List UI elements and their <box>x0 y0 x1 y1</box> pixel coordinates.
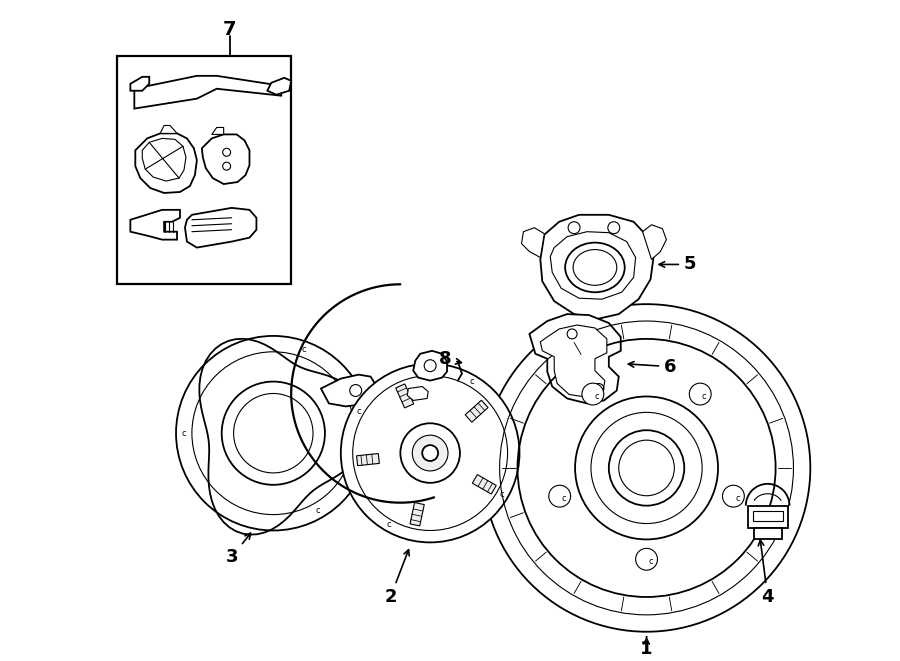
Text: c: c <box>595 391 599 401</box>
Circle shape <box>575 397 718 539</box>
Text: c: c <box>648 557 652 566</box>
Circle shape <box>608 430 684 506</box>
Polygon shape <box>356 453 379 465</box>
Text: c: c <box>182 429 186 438</box>
Circle shape <box>591 412 702 524</box>
Polygon shape <box>529 314 621 403</box>
Circle shape <box>635 549 658 570</box>
Text: 7: 7 <box>223 20 237 39</box>
Bar <box>748 506 788 527</box>
Polygon shape <box>321 375 375 407</box>
Polygon shape <box>200 339 368 535</box>
Polygon shape <box>142 138 186 181</box>
Text: c: c <box>316 506 320 515</box>
Text: c: c <box>735 494 740 502</box>
Text: c: c <box>302 345 306 354</box>
Text: 8: 8 <box>438 350 462 368</box>
Polygon shape <box>202 134 249 184</box>
Polygon shape <box>135 134 197 193</box>
Text: 4: 4 <box>759 540 774 606</box>
Polygon shape <box>185 208 256 248</box>
Polygon shape <box>408 387 428 401</box>
Text: c: c <box>469 377 473 386</box>
Circle shape <box>723 485 744 507</box>
Polygon shape <box>130 77 149 91</box>
Polygon shape <box>212 128 224 134</box>
Circle shape <box>400 423 460 483</box>
Circle shape <box>341 364 519 543</box>
Text: 1: 1 <box>640 637 652 658</box>
Polygon shape <box>396 384 414 408</box>
Text: 2: 2 <box>384 550 410 606</box>
Circle shape <box>582 383 604 405</box>
Polygon shape <box>540 325 607 397</box>
Bar <box>754 527 781 539</box>
Text: c: c <box>500 490 504 499</box>
Bar <box>118 56 292 284</box>
Circle shape <box>221 381 325 485</box>
Polygon shape <box>410 502 424 526</box>
Polygon shape <box>130 210 180 240</box>
Circle shape <box>482 304 810 632</box>
Polygon shape <box>521 228 544 258</box>
Circle shape <box>422 445 438 461</box>
Polygon shape <box>643 225 666 260</box>
Text: c: c <box>387 520 392 529</box>
Text: c: c <box>356 407 361 416</box>
Circle shape <box>689 383 711 405</box>
Polygon shape <box>413 351 447 381</box>
Polygon shape <box>472 475 496 494</box>
Polygon shape <box>134 76 281 108</box>
Circle shape <box>549 485 571 507</box>
Text: 6: 6 <box>628 358 677 375</box>
Text: 5: 5 <box>659 255 697 274</box>
Polygon shape <box>465 400 488 422</box>
Bar <box>752 511 782 521</box>
Polygon shape <box>267 78 292 95</box>
Ellipse shape <box>565 243 625 292</box>
Circle shape <box>412 435 448 471</box>
Polygon shape <box>540 215 653 319</box>
Text: c: c <box>702 391 706 401</box>
Polygon shape <box>160 126 177 134</box>
Polygon shape <box>550 232 635 299</box>
Text: 3: 3 <box>225 533 250 566</box>
Text: c: c <box>562 494 566 502</box>
